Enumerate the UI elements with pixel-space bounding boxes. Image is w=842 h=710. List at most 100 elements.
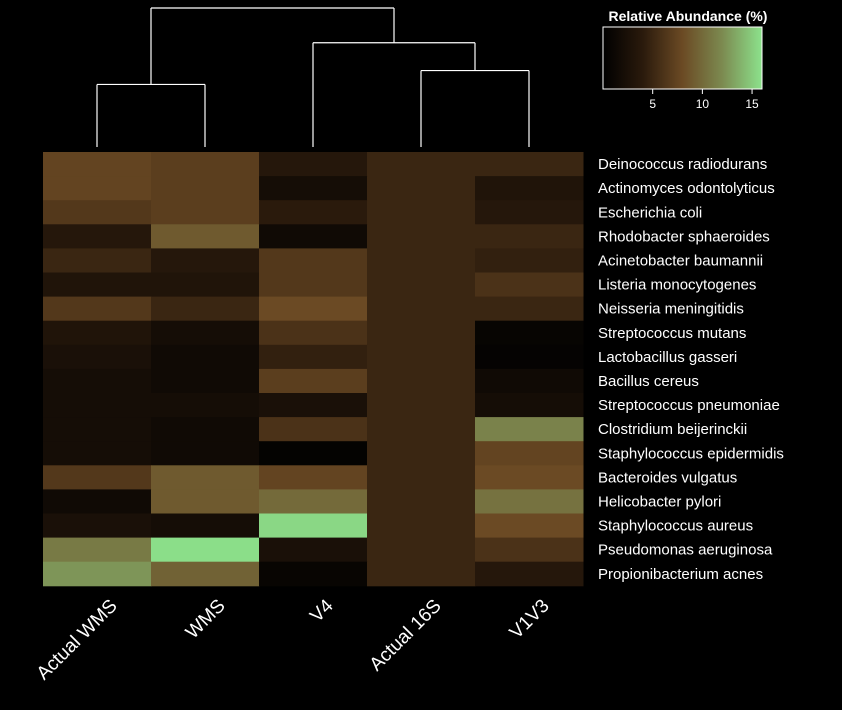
column-label-actual-16s: Actual 16S [366,596,446,676]
row-labels: Deinococcus radiodurans Actinomyces odont… [598,156,784,583]
row-label-streptococcus-pneumoniae: Streptococcus pneumoniae [598,397,780,414]
heatmap-cell-staphylococcus-aureus-v4 [259,513,368,539]
heatmap-cell-helicobacter-pylori-v4 [259,489,368,514]
column-label-v1v3: V1V3 [506,596,554,644]
heatmap-cell-bacteroides-vulgatus-actual-16s [367,465,476,490]
heatmap-cell-clostridium-beijerinckii-v4 [259,417,368,442]
heatmap-cell-streptococcus-mutans-actual-16s [367,320,476,346]
heatmap-cell-staphylococcus-epidermidis-v4 [259,441,368,466]
heatmap-cell-bacillus-cereus-wms [151,368,260,394]
heatmap-cell-escherichia-coli-v4 [259,200,368,225]
heatmap-cell-streptococcus-pneumoniae-v1v3 [475,393,584,418]
heatmap-cell-staphylococcus-epidermidis-v1v3 [475,441,584,466]
heatmap-cell-actinomyces-odontolyticus-v4 [259,176,368,201]
heatmap-cell-acinetobacter-baumannii-v1v3 [475,248,584,273]
heatmap-cell-bacillus-cereus-actual-wms [43,368,152,394]
row-label-rhodobacter-sphaeroides: Rhodobacter sphaeroides [598,228,770,245]
row-label-propionibacterium-acnes: Propionibacterium acnes [598,566,763,583]
heatmap-cell-lactobacillus-gasseri-actual-wms [43,344,152,370]
color-legend: Relative Abundance (%) 5 10 15 [602,8,768,111]
heatmap-cell-helicobacter-pylori-v1v3 [475,489,584,514]
row-label-staphylococcus-aureus: Staphylococcus aureus [598,518,753,535]
heatmap-cell-bacteroides-vulgatus-actual-wms [43,465,152,490]
heatmap-cell-streptococcus-mutans-v4 [259,320,368,346]
heatmap-cell-propionibacterium-acnes-wms [151,561,260,587]
heatmap-cell-rhodobacter-sphaeroides-actual-16s [367,224,476,249]
heatmap-cell-propionibacterium-acnes-v4 [259,561,368,587]
row-label-bacteroides-vulgatus: Bacteroides vulgatus [598,469,737,486]
heatmap-cell-deinococcus-radiodurans-v4 [259,152,368,177]
heatmap-cell-bacillus-cereus-actual-16s [367,368,476,394]
legend-color-bar [602,26,763,90]
heatmap-cell-pseudomonas-aeruginosa-actual-wms [43,537,152,563]
heatmap-cell-acinetobacter-baumannii-actual-wms [43,248,152,273]
heatmap-cell-staphylococcus-aureus-actual-16s [367,513,476,539]
heatmap-cell-rhodobacter-sphaeroides-v1v3 [475,224,584,249]
heatmap-cell-staphylococcus-epidermidis-actual-16s [367,441,476,466]
heatmap-cell-rhodobacter-sphaeroides-actual-wms [43,224,152,249]
heatmap-cell-acinetobacter-baumannii-v4 [259,248,368,273]
heatmap-cell-streptococcus-pneumoniae-wms [151,393,260,418]
heatmap-cell-deinococcus-radiodurans-wms [151,152,260,177]
heatmap-cell-streptococcus-mutans-wms [151,320,260,346]
heatmap-cell-deinococcus-radiodurans-actual-16s [367,152,476,177]
heatmap-cell-deinococcus-radiodurans-actual-wms [43,152,152,177]
heatmap-cell-escherichia-coli-v1v3 [475,200,584,225]
heatmap-cell-pseudomonas-aeruginosa-actual-16s [367,537,476,563]
row-label-actinomyces-odontolyticus: Actinomyces odontolyticus [598,180,775,197]
heatmap-cell-escherichia-coli-actual-16s [367,200,476,225]
heatmap-cell-streptococcus-pneumoniae-v4 [259,393,368,418]
row-label-streptococcus-mutans: Streptococcus mutans [598,325,746,342]
heatmap-cell-lactobacillus-gasseri-v4 [259,344,368,370]
heatmap-cell-bacteroides-vulgatus-v1v3 [475,465,584,490]
row-label-clostridium-beijerinckii: Clostridium beijerinckii [598,421,747,438]
heatmap-cell-clostridium-beijerinckii-wms [151,417,260,442]
row-label-bacillus-cereus: Bacillus cereus [598,373,699,390]
heatmap-cell-staphylococcus-aureus-v1v3 [475,513,584,539]
legend-title: Relative Abundance (%) [609,8,768,24]
heatmap-cell-acinetobacter-baumannii-wms [151,248,260,273]
heatmap-cell-staphylococcus-aureus-wms [151,513,260,539]
heatmap-cell-neisseria-meningitidis-wms [151,296,260,322]
column-label-actual-wms: Actual WMS [33,596,122,685]
heatmap-cell-actinomyces-odontolyticus-actual-wms [43,176,152,201]
row-label-neisseria-meningitidis: Neisseria meningitidis [598,301,744,318]
column-labels: Actual WMS WMS V4 Actual 16S V1V3 [33,595,554,684]
heatmap-cell-clostridium-beijerinckii-actual-wms [43,417,152,442]
row-label-staphylococcus-epidermidis: Staphylococcus epidermidis [598,445,784,462]
heatmap-cell-escherichia-coli-actual-wms [43,200,152,225]
heatmap-cell-propionibacterium-acnes-actual-wms [43,561,152,587]
heatmap-cell-listeria-monocytogenes-v1v3 [475,272,584,298]
row-label-helicobacter-pylori: Helicobacter pylori [598,493,721,510]
heatmap-cell-streptococcus-pneumoniae-actual-16s [367,393,476,418]
heatmap-cell-neisseria-meningitidis-v1v3 [475,296,584,322]
heatmap-cell-neisseria-meningitidis-v4 [259,296,368,322]
column-label-v4: V4 [306,595,338,627]
heatmap-cell-bacillus-cereus-v4 [259,368,368,394]
heatmap-cell-bacteroides-vulgatus-wms [151,465,260,490]
heatmap-cell-rhodobacter-sphaeroides-v4 [259,224,368,249]
heatmap-cell-actinomyces-odontolyticus-actual-16s [367,176,476,201]
heatmap-cell-actinomyces-odontolyticus-v1v3 [475,176,584,201]
heatmap-cell-staphylococcus-epidermidis-actual-wms [43,441,152,466]
heatmap-cell-pseudomonas-aeruginosa-v1v3 [475,537,584,563]
heatmap-cell-rhodobacter-sphaeroides-wms [151,224,260,249]
heatmap-cell-acinetobacter-baumannii-actual-16s [367,248,476,273]
heatmap-cell-lactobacillus-gasseri-v1v3 [475,344,584,370]
heatmap-cells [43,152,584,587]
heatmap-cell-streptococcus-pneumoniae-actual-wms [43,393,152,418]
row-label-lactobacillus-gasseri: Lactobacillus gasseri [598,349,737,366]
heatmap-cell-lactobacillus-gasseri-actual-16s [367,344,476,370]
heatmap-cell-escherichia-coli-wms [151,200,260,225]
legend-tick-label-15: 15 [745,97,759,111]
heatmap-cell-helicobacter-pylori-actual-16s [367,489,476,514]
column-label-wms: WMS [182,596,230,644]
heatmap-cell-bacillus-cereus-v1v3 [475,368,584,394]
heatmap-cell-bacteroides-vulgatus-v4 [259,465,368,490]
heatmap-cell-lactobacillus-gasseri-wms [151,344,260,370]
heatmap-cell-streptococcus-mutans-actual-wms [43,320,152,346]
heatmap-cell-listeria-monocytogenes-actual-wms [43,272,152,298]
row-label-deinococcus-radiodurans: Deinococcus radiodurans [598,156,767,173]
column-dendrogram [96,7,530,147]
